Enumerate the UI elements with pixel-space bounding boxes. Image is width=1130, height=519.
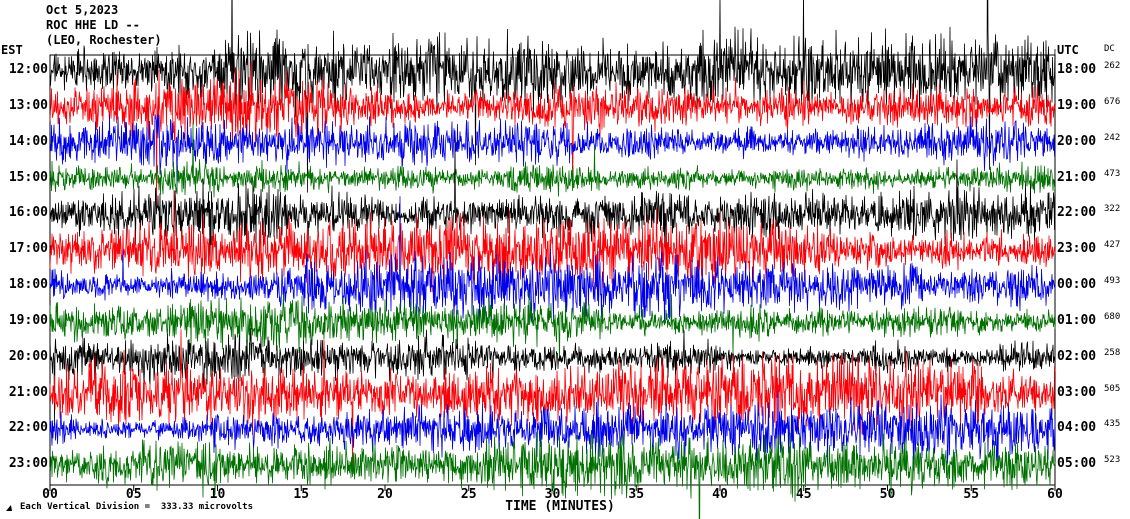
seismic-trace-16-00 <box>49 137 1056 271</box>
est-time-label: 15:00 <box>8 169 48 185</box>
seismic-trace-18-00 <box>49 196 1056 327</box>
traces-group <box>49 0 1056 519</box>
est-time-label: 16:00 <box>8 205 48 221</box>
station-location: (LEO, Rochester) <box>46 33 162 47</box>
utc-time-label: 23:00 <box>1057 241 1097 257</box>
est-time-label: 14:00 <box>8 133 48 149</box>
dc-value: 523 <box>1104 455 1121 466</box>
x-tick-label-25: 25 <box>460 487 477 502</box>
dc-value: 680 <box>1104 311 1121 322</box>
seismic-trace-20-00 <box>49 327 1056 424</box>
dc-value: 473 <box>1104 168 1121 179</box>
dc-value: 493 <box>1104 276 1121 286</box>
dc-value: 427 <box>1104 240 1121 251</box>
utc-time-label: 20:00 <box>1057 133 1097 149</box>
utc-time-label: 05:00 <box>1057 456 1097 472</box>
seismic-trace-22-00 <box>49 390 1056 472</box>
dc-value: 435 <box>1104 419 1121 430</box>
x-tick-label-15: 15 <box>293 487 310 502</box>
utc-time-label: 00:00 <box>1057 277 1097 292</box>
x-tick-label-00: 00 <box>42 487 58 502</box>
dc-value: 676 <box>1104 96 1121 107</box>
utc-time-label: 01:00 <box>1057 312 1097 328</box>
dc-value: 258 <box>1104 347 1121 358</box>
x-tick-label-20: 20 <box>377 487 393 502</box>
dc-column-label: DC <box>1104 44 1115 54</box>
x-tick-label-10: 10 <box>209 487 226 502</box>
est-time-label: 17:00 <box>8 241 48 257</box>
station-id: ROC HHE LD -- <box>46 18 140 32</box>
utc-time-label: 04:00 <box>1057 420 1097 436</box>
est-time-label: 12:00 <box>8 62 48 77</box>
utc-time-label: 21:00 <box>1057 169 1097 185</box>
x-axis-title: TIME (MINUTES) <box>505 499 615 514</box>
x-tick-label-30: 30 <box>544 487 561 502</box>
est-time-label: 18:00 <box>8 277 48 292</box>
seismic-trace-17-00 <box>49 189 1056 293</box>
right-axis-label-utc: UTC <box>1057 43 1079 57</box>
dc-value: 505 <box>1104 383 1121 394</box>
seismic-trace-21-00 <box>49 329 1056 473</box>
est-time-label: 13:00 <box>8 97 48 113</box>
left-axis-label-est: EST <box>1 43 23 57</box>
utc-time-label: 22:00 <box>1057 205 1097 221</box>
est-time-label: 21:00 <box>8 384 48 400</box>
utc-time-label: 19:00 <box>1057 97 1097 113</box>
x-tick-label-55: 55 <box>963 487 980 502</box>
est-time-label: 20:00 <box>8 348 48 364</box>
est-time-label: 23:00 <box>8 456 48 472</box>
dc-value: 262 <box>1104 61 1121 71</box>
plot-date: Oct 5,2023 <box>46 3 119 17</box>
x-tick-label-60: 60 <box>1047 487 1063 502</box>
seismic-trace-23-00 <box>49 431 1056 519</box>
seismic-trace-19-00 <box>49 291 1056 362</box>
dc-value: 242 <box>1104 132 1121 143</box>
x-tick-label-05: 05 <box>125 487 142 502</box>
seismic-trace-15-00 <box>49 121 1056 198</box>
x-tick-label-40: 40 <box>712 487 728 502</box>
x-tick-label-35: 35 <box>628 487 645 502</box>
utc-time-label: 03:00 <box>1057 384 1097 400</box>
seismic-trace-13-00 <box>49 61 1056 213</box>
scale-note: Each Vertical Division = 333.33 microvol… <box>20 502 253 512</box>
est-time-label: 22:00 <box>8 420 48 436</box>
utc-time-label: 18:00 <box>1057 62 1097 77</box>
x-tick-label-45: 45 <box>795 487 812 502</box>
dc-value: 322 <box>1104 204 1121 215</box>
seismic-trace-14-00 <box>49 114 1056 194</box>
utc-time-label: 02:00 <box>1057 348 1097 364</box>
est-time-label: 19:00 <box>8 312 48 328</box>
